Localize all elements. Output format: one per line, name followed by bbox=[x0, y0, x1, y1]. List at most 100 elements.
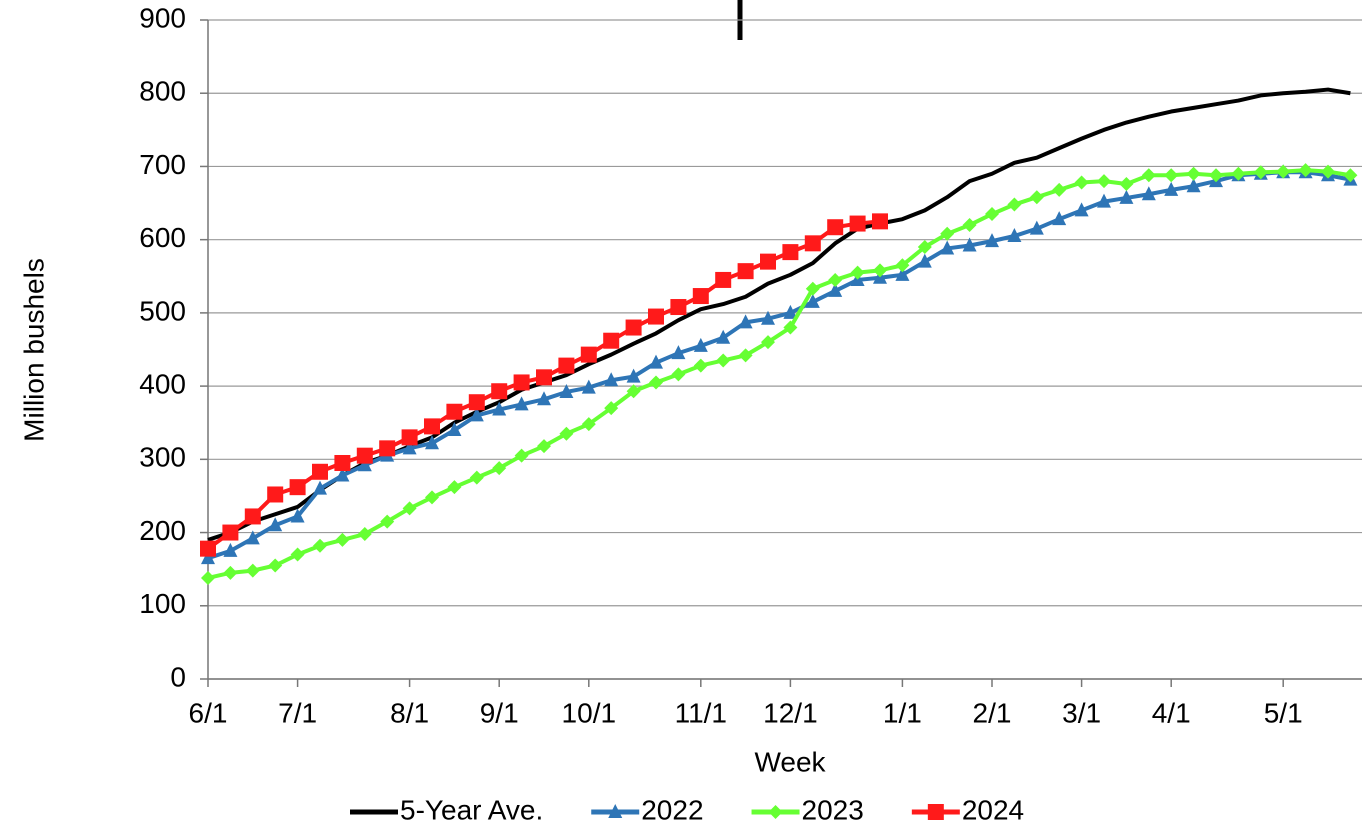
point bbox=[201, 570, 215, 585]
legend-label: 2023 bbox=[802, 794, 864, 825]
point bbox=[356, 447, 373, 464]
point bbox=[514, 396, 529, 411]
point bbox=[469, 470, 484, 485]
point bbox=[1164, 181, 1179, 196]
legend-item: 2024 bbox=[911, 794, 1024, 825]
point bbox=[222, 524, 239, 541]
x-tick-label: 5/1 bbox=[1264, 697, 1303, 728]
point bbox=[357, 457, 372, 472]
point bbox=[380, 514, 395, 529]
legend-item: 2022 bbox=[591, 794, 704, 825]
point bbox=[1164, 168, 1179, 183]
point bbox=[804, 235, 821, 252]
point bbox=[357, 527, 372, 542]
point bbox=[648, 308, 664, 325]
point bbox=[289, 479, 306, 496]
x-axis-title: Week bbox=[754, 746, 826, 777]
y-axis-title: Million bushels bbox=[18, 258, 49, 442]
x-tick-label: 10/1 bbox=[562, 697, 617, 728]
point bbox=[1253, 165, 1268, 180]
point bbox=[693, 337, 708, 352]
legend-label: 5-Year Ave. bbox=[400, 794, 543, 825]
point bbox=[580, 346, 597, 363]
x-tick-label: 4/1 bbox=[1152, 697, 1191, 728]
point bbox=[962, 237, 977, 252]
x-tick-label: 7/1 bbox=[278, 697, 317, 728]
point bbox=[290, 508, 305, 523]
point bbox=[604, 372, 619, 387]
point bbox=[940, 240, 955, 255]
y-tick-label: 400 bbox=[139, 369, 186, 400]
point bbox=[761, 335, 775, 350]
point bbox=[692, 288, 709, 305]
point bbox=[671, 345, 686, 360]
point bbox=[1119, 177, 1134, 192]
point bbox=[1141, 186, 1156, 201]
point bbox=[872, 213, 888, 230]
point bbox=[895, 258, 910, 273]
point bbox=[1343, 168, 1358, 183]
point bbox=[446, 403, 463, 420]
y-tick-label: 200 bbox=[139, 515, 186, 546]
point bbox=[783, 304, 798, 319]
point bbox=[468, 394, 485, 411]
point bbox=[313, 538, 327, 553]
point bbox=[849, 215, 866, 232]
point bbox=[401, 429, 418, 446]
series-line bbox=[207, 170, 1351, 561]
point bbox=[649, 354, 663, 369]
point bbox=[1097, 174, 1111, 189]
point bbox=[559, 426, 574, 441]
point bbox=[267, 486, 284, 503]
point bbox=[312, 463, 328, 480]
point bbox=[492, 461, 507, 476]
point bbox=[805, 293, 820, 308]
point bbox=[828, 272, 843, 287]
point bbox=[402, 440, 417, 455]
point bbox=[1007, 228, 1022, 243]
point bbox=[738, 348, 753, 363]
point bbox=[201, 550, 215, 565]
point bbox=[1052, 211, 1067, 226]
point bbox=[649, 375, 663, 390]
point bbox=[268, 517, 283, 532]
x-tick-label: 12/1 bbox=[763, 697, 818, 728]
point bbox=[1119, 189, 1134, 204]
point bbox=[1321, 164, 1335, 179]
point bbox=[1007, 197, 1022, 212]
point bbox=[447, 422, 462, 437]
point bbox=[402, 501, 417, 516]
point bbox=[492, 401, 507, 416]
x-tick-label: 8/1 bbox=[390, 697, 429, 728]
point bbox=[895, 266, 910, 281]
point bbox=[782, 244, 799, 261]
legend-marker bbox=[768, 805, 783, 819]
point bbox=[603, 332, 620, 349]
legend-marker bbox=[608, 804, 623, 818]
point bbox=[313, 480, 327, 495]
point bbox=[827, 219, 844, 236]
point bbox=[737, 263, 754, 280]
x-tick-label: 1/1 bbox=[883, 697, 922, 728]
point bbox=[828, 282, 843, 297]
point bbox=[290, 547, 305, 562]
point bbox=[536, 369, 552, 386]
point bbox=[268, 558, 283, 573]
point bbox=[244, 508, 261, 525]
point bbox=[335, 467, 350, 482]
point bbox=[537, 439, 551, 454]
y-tick-label: 0 bbox=[170, 661, 186, 692]
point bbox=[200, 540, 216, 557]
point bbox=[558, 357, 575, 374]
point bbox=[514, 448, 529, 463]
legend-marker bbox=[927, 804, 944, 820]
point bbox=[513, 374, 530, 391]
point bbox=[1209, 168, 1223, 183]
point bbox=[850, 265, 865, 280]
point bbox=[873, 263, 887, 278]
point bbox=[917, 253, 932, 268]
y-tick-label: 900 bbox=[139, 2, 186, 33]
point bbox=[626, 368, 641, 383]
point bbox=[559, 383, 574, 398]
